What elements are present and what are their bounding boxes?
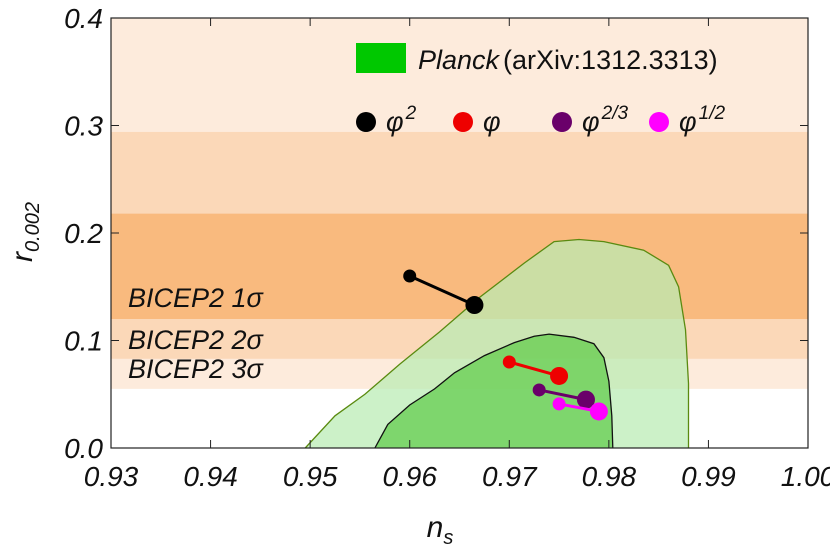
y-axis-label: r0.002 xyxy=(6,202,44,262)
bicep2-bands xyxy=(111,18,808,389)
y-tick-label-4: 0.4 xyxy=(64,3,103,34)
series-point-4-a xyxy=(552,397,566,411)
bicep2-band-label-3: BICEP2 1σ xyxy=(128,283,265,313)
x-tick-label-3: 0.96 xyxy=(382,461,437,492)
series-point-4-b xyxy=(589,402,608,421)
data-series xyxy=(403,269,608,421)
planck-inner-contour xyxy=(374,333,614,449)
series-point-2-b xyxy=(550,366,569,385)
x-axis-label: ns xyxy=(427,511,454,549)
legend-planck-name: Planck xyxy=(418,45,501,75)
legend: Planck (arXiv:1312.3313) xyxy=(356,43,718,75)
legend-marker-4 xyxy=(649,112,669,132)
y-tick-label-2: 0.2 xyxy=(64,218,103,249)
series-point-3-a xyxy=(532,383,546,397)
series-point-1-b xyxy=(465,296,484,315)
legend-marker-2 xyxy=(453,112,473,132)
legend-marker-1 xyxy=(356,112,376,132)
series-point-2-a xyxy=(502,355,516,369)
x-tick-label-4: 0.97 xyxy=(482,461,538,492)
bicep2-band-3 xyxy=(111,213,808,319)
legend-label-3: φ 2/3 xyxy=(582,103,628,137)
bicep2-band-label-1: BICEP2 3σ xyxy=(128,354,265,384)
legend-label-2: φ xyxy=(483,107,501,137)
axis-ticks: 0.93 0.94 0.95 0.96 0.97 0.98 0.99 1.00 0.0 0.1 0.… xyxy=(64,3,830,492)
series-line-1 xyxy=(409,274,476,307)
legend-planck-swatch xyxy=(356,43,406,73)
bicep2-band-label-2: BICEP2 2σ xyxy=(128,325,265,355)
legend-planck-reference: (arXiv:1312.3313) xyxy=(503,45,718,75)
legend-planck-label: Planck (arXiv:1312.3313) xyxy=(418,45,718,75)
x-tick-label-2: 0.95 xyxy=(283,461,338,492)
y-tick-label-0: 0.0 xyxy=(64,433,103,464)
y-tick-label-3: 0.3 xyxy=(64,111,103,142)
x-tick-label-0: 0.93 xyxy=(84,461,139,492)
series-point-3-b xyxy=(576,390,595,409)
legend-label-4: φ 1/2 xyxy=(679,103,725,137)
y-tick-label-1: 0.1 xyxy=(64,326,103,357)
x-tick-label-7: 1.00 xyxy=(781,461,830,492)
x-tick-label-6: 0.99 xyxy=(681,461,736,492)
x-tick-label-5: 0.98 xyxy=(582,461,637,492)
legend-marker-3 xyxy=(552,112,572,132)
x-tick-label-1: 0.94 xyxy=(183,461,238,492)
legend-series: φ 2 φ φ 2/3 φ 1/2 xyxy=(356,103,725,137)
series-point-1-a xyxy=(403,269,417,283)
